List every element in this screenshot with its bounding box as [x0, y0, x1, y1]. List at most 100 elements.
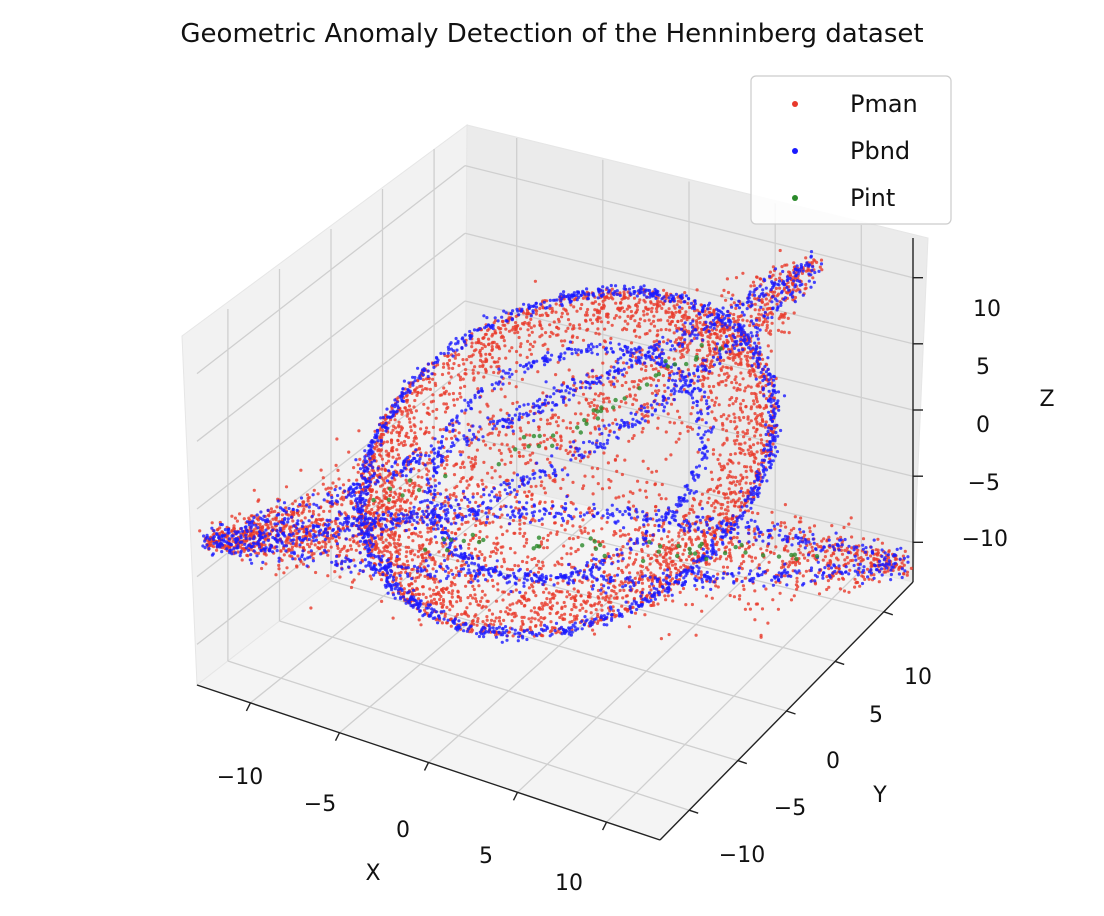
- scatter-point: [722, 340, 726, 344]
- scatter-point: [673, 306, 677, 310]
- scatter-point: [504, 356, 508, 360]
- scatter-point: [484, 370, 488, 374]
- scatter-point: [648, 329, 652, 333]
- scatter-point: [555, 601, 559, 605]
- scatter-point: [718, 513, 722, 517]
- scatter-point: [658, 300, 663, 304]
- scatter-point: [714, 328, 719, 332]
- scatter-point: [650, 556, 654, 560]
- scatter-point: [336, 546, 340, 551]
- scatter-point: [559, 444, 563, 448]
- scatter-point: [562, 600, 566, 605]
- scatter-point: [681, 586, 686, 591]
- scatter-point: [590, 466, 594, 470]
- scatter-point: [446, 354, 450, 358]
- scatter-point: [591, 475, 595, 479]
- scatter-point: [715, 336, 719, 340]
- scatter-point: [500, 565, 504, 569]
- scatter-point: [525, 560, 529, 565]
- scatter-point: [671, 311, 675, 316]
- scatter-point: [682, 548, 687, 552]
- scatter-point: [473, 458, 477, 462]
- scatter-point: [662, 340, 666, 344]
- scatter-point: [404, 545, 408, 549]
- scatter-point: [521, 595, 526, 599]
- scatter-point: [710, 477, 714, 481]
- scatter-point: [719, 414, 723, 419]
- scatter-point: [760, 323, 764, 327]
- scatter-point: [377, 501, 381, 505]
- scatter-point: [721, 365, 725, 369]
- scatter-point: [457, 527, 462, 531]
- scatter-point: [700, 418, 704, 422]
- scatter-point: [469, 361, 473, 365]
- scatter-point: [354, 548, 358, 552]
- scatter-point: [280, 513, 284, 517]
- scatter-point: [709, 360, 713, 364]
- scatter-point: [494, 331, 498, 335]
- scatter-point: [529, 458, 533, 462]
- scatter-point: [564, 403, 568, 407]
- scatter-point: [540, 480, 544, 484]
- scatter-point: [393, 545, 397, 549]
- scatter-point: [469, 460, 473, 464]
- scatter-point: [620, 297, 624, 301]
- scatter-point: [561, 419, 565, 423]
- scatter-point: [754, 375, 758, 379]
- scatter-point: [843, 558, 847, 562]
- scatter-point: [706, 547, 710, 551]
- scatter-point: [607, 486, 612, 490]
- scatter-point: [786, 316, 790, 320]
- scatter-point: [499, 408, 503, 412]
- scatter-point: [496, 582, 500, 586]
- scatter-point: [500, 458, 504, 462]
- scatter-point: [719, 506, 724, 510]
- scatter-point: [520, 601, 524, 606]
- scatter-point: [768, 329, 773, 333]
- scatter-point: [658, 553, 662, 557]
- scatter-point: [319, 468, 323, 472]
- scatter-point: [674, 338, 679, 342]
- scatter-point: [561, 477, 565, 482]
- scatter-point: [326, 574, 330, 578]
- scatter-point: [599, 592, 603, 596]
- scatter-point: [503, 395, 507, 399]
- scatter-point: [752, 391, 757, 396]
- scatter-point: [734, 361, 738, 365]
- scatter-point: [739, 402, 743, 406]
- scatter-point: [651, 367, 655, 371]
- scatter-point: [745, 428, 750, 432]
- scatter-point: [514, 349, 519, 354]
- scatter-point: [534, 624, 538, 628]
- scatter-point: [649, 364, 654, 368]
- scatter-point: [552, 320, 556, 324]
- scatter-point: [418, 530, 422, 534]
- scatter-point: [474, 599, 479, 604]
- scatter-point: [710, 596, 714, 600]
- scatter-point: [643, 613, 647, 617]
- scatter-point: [363, 509, 367, 513]
- scatter-point: [719, 464, 723, 469]
- scatter-point: [811, 276, 815, 280]
- scatter-point: [295, 538, 299, 543]
- scatter-point: [858, 584, 862, 588]
- scatter-point: [491, 520, 495, 524]
- scatter-point: [741, 271, 745, 275]
- scatter-point: [461, 460, 465, 464]
- scatter-point: [448, 493, 452, 497]
- scatter-point: [491, 332, 495, 336]
- scatter-point: [434, 600, 438, 605]
- scatter-point: [352, 540, 356, 544]
- scatter-point: [491, 340, 495, 344]
- scatter-point: [516, 330, 520, 334]
- scatter-point: [780, 330, 784, 334]
- scatter-point: [541, 343, 545, 347]
- scatter-point: [404, 394, 409, 398]
- scatter-point: [580, 302, 584, 307]
- scatter-point: [767, 306, 771, 311]
- scatter-point: [774, 286, 779, 290]
- scatter-point: [450, 595, 454, 599]
- scatter-point: [532, 590, 536, 595]
- scatter-point: [728, 492, 733, 496]
